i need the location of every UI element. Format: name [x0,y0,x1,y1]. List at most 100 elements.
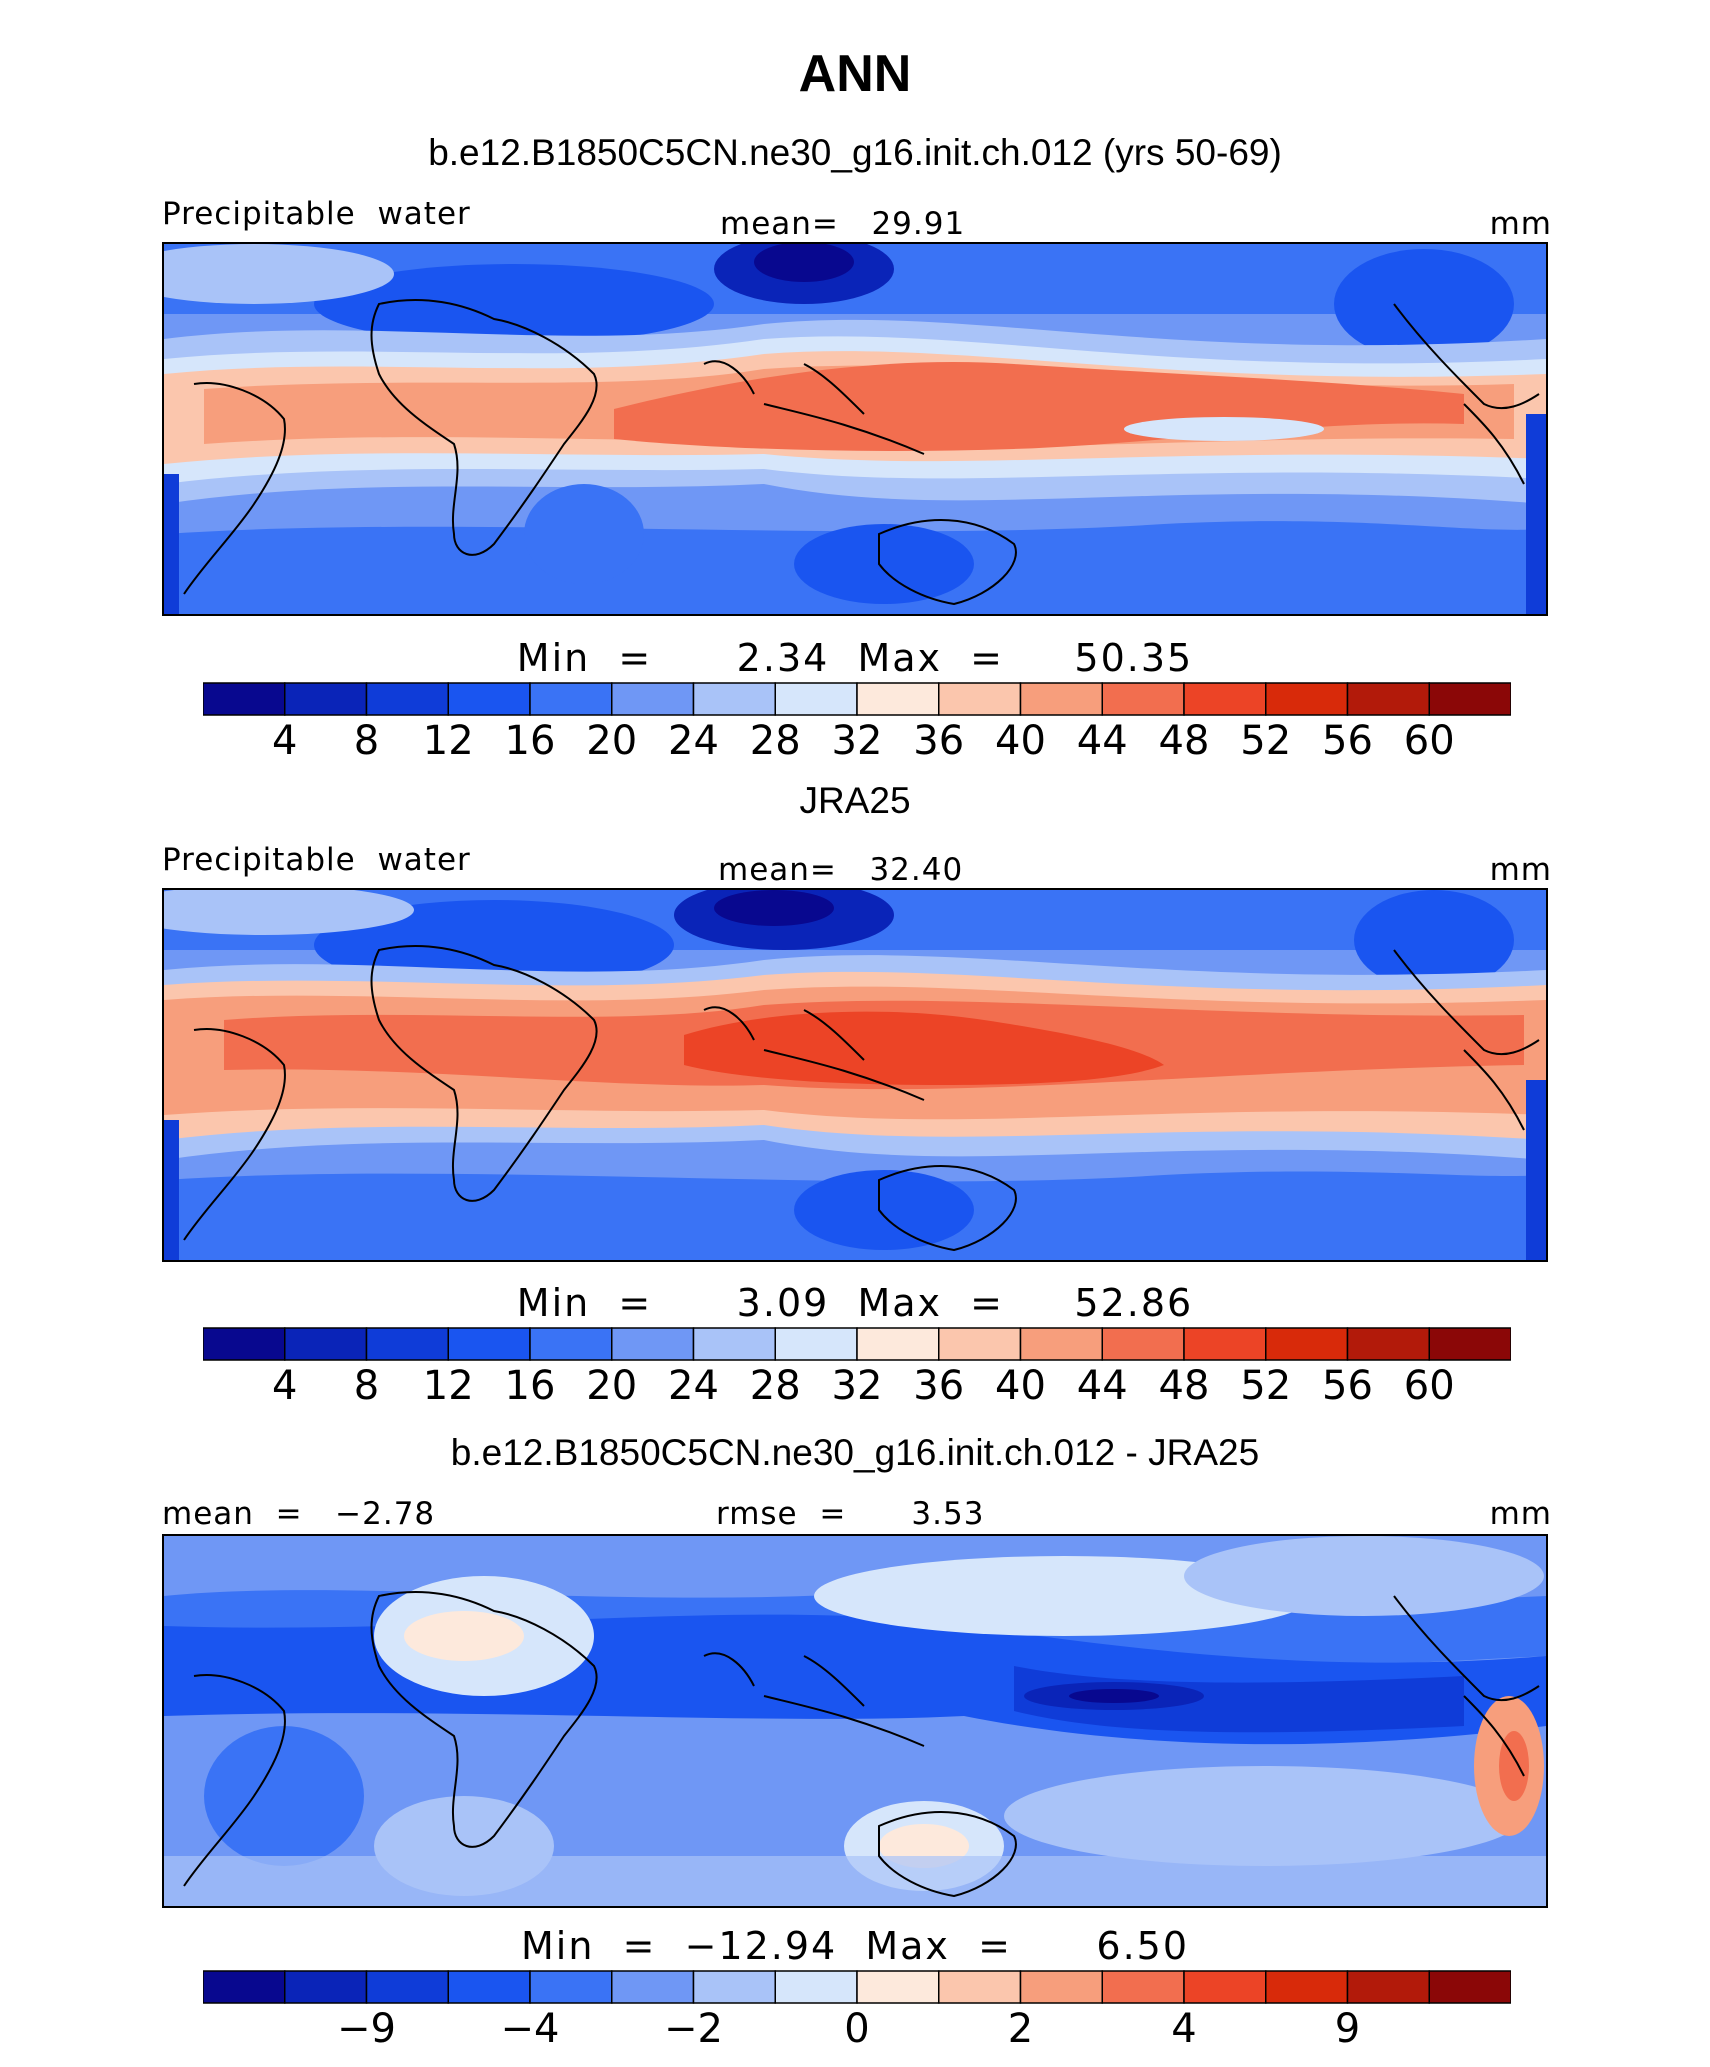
colorbar-tick-label: 28 [749,1363,801,1409]
colorbar-tick-label: 8 [353,1363,380,1409]
panel-1-colorbar-ticks: 4 8 12 16 20 24 28 32 36 40 44 48 52 56 60 [203,718,1511,766]
colorbar-swatch [447,1327,531,1361]
colorbar-tick-label: 52 [1240,718,1292,764]
colorbar-tick-label: 44 [1076,1363,1128,1409]
panel-3-min-max: Min = −12.94 Max = 6.50 [520,1924,1189,1968]
colorbar-swatch [447,682,531,716]
panel-2-variable-label: Precipitable water [162,842,471,878]
colorbar-tick-label: 36 [913,718,965,764]
colorbar-tick-label: 24 [668,718,719,764]
colorbar-swatch [284,682,368,716]
colorbar-tick-label: 8 [353,718,380,764]
panel-2-min-max: Min = 3.09 Max = 52.86 [516,1281,1194,1325]
colorbar-tick-label: 40 [995,1363,1046,1409]
colorbar-tick-label: 40 [995,718,1046,764]
colorbar-tick-label: 60 [1403,718,1455,764]
colorbar-tick-label: 16 [504,718,556,764]
colorbar-tick-label: 36 [913,1363,965,1409]
colorbar-tick-label: −2 [664,2006,723,2052]
colorbar-tick-label: 48 [1158,718,1210,764]
colorbar-swatch [1101,1970,1185,2004]
colorbar-tick-label: 52 [1240,1363,1292,1409]
colorbar-swatch [203,682,286,716]
panel-3-units-label: mm [1489,1496,1552,1532]
colorbar-tick-label: 44 [1076,718,1128,764]
colorbar-tick-label: 48 [1158,1363,1210,1409]
colorbar-swatch [1019,1327,1103,1361]
colorbar-tick-label: 20 [586,1363,638,1409]
colorbar-tick-label: 12 [422,1363,474,1409]
panel-3-mean-label: mean = −2.78 [162,1496,436,1532]
colorbar-swatch [611,1970,695,2004]
colorbar-swatch [938,682,1022,716]
panel-1-mean-label: mean= 29.91 [720,206,966,242]
panel-2-units-label: mm [1489,852,1552,888]
colorbar-swatch [529,1327,613,1361]
panel-3-colorbar [203,1970,1511,2004]
colorbar-tick-label: 28 [749,718,801,764]
colorbar-tick-label: 60 [1403,1363,1455,1409]
colorbar-swatch [692,682,776,716]
colorbar-tick-label: 56 [1322,718,1373,764]
colorbar-tick-label: −4 [500,2006,560,2052]
colorbar-swatch [692,1327,776,1361]
colorbar-swatch [1019,682,1103,716]
colorbar-swatch [938,1327,1022,1361]
colorbar-tick-label: 4 [1171,2006,1197,2052]
colorbar-swatch [447,1970,531,2004]
panel-1-map [162,242,1548,616]
colorbar-swatch [1183,1327,1267,1361]
colorbar-tick-label: 9 [1334,2006,1361,2052]
panel-1-units-label: mm [1489,206,1552,242]
panel-1-title: b.e12.B1850C5CN.ne30_g16.init.ch.012 (yr… [428,132,1282,173]
colorbar-swatch [529,1970,613,2004]
colorbar-tick-label: 56 [1322,1363,1373,1409]
panel-2-colorbar-ticks: 4 8 12 16 20 24 28 32 36 40 44 48 52 56 60 [203,1363,1511,1411]
colorbar-swatch [774,1970,858,2004]
colorbar-swatch [1428,682,1511,716]
colorbar-swatch [856,1327,940,1361]
colorbar-swatch [284,1327,368,1361]
colorbar-swatch [1265,1327,1349,1361]
colorbar-swatch [938,1970,1022,2004]
colorbar-swatch [365,682,449,716]
panel-3-colorbar-ticks: −9 −4 −2 0 2 4 9 [203,2006,1511,2054]
figure-title: ANN [798,45,912,103]
colorbar-swatch [692,1970,776,2004]
panel-3-map [162,1534,1548,1908]
colorbar-swatch [1019,1970,1103,2004]
colorbar-swatch [774,682,858,716]
panel-3-rmse-label: rmse = 3.53 [716,1496,985,1532]
colorbar-swatch [1101,1327,1185,1361]
colorbar-swatch [529,682,613,716]
colorbar-swatch [1183,682,1267,716]
panel-1-min-max: Min = 2.34 Max = 50.35 [516,636,1194,680]
colorbar-tick-label: 0 [844,2006,870,2052]
panel-1-colorbar [203,682,1511,716]
colorbar-swatch [284,1970,368,2004]
colorbar-swatch [1101,682,1185,716]
colorbar-swatch [1183,1970,1267,2004]
panel-2-map [162,888,1548,1262]
colorbar-tick-label: −9 [337,2006,396,2052]
panel-2-title: JRA25 [799,780,911,821]
colorbar-swatch [856,682,940,716]
colorbar-tick-label: 2 [1007,2006,1034,2052]
colorbar-swatch [1428,1970,1511,2004]
panel-3-title: b.e12.B1850C5CN.ne30_g16.init.ch.012 - J… [450,1432,1260,1473]
colorbar-swatch [1428,1327,1511,1361]
colorbar-tick-label: 4 [272,718,298,764]
colorbar-swatch [611,682,695,716]
colorbar-tick-label: 12 [422,718,474,764]
colorbar-tick-label: 32 [831,718,883,764]
colorbar-swatch [774,1327,858,1361]
colorbar-tick-label: 4 [272,1363,298,1409]
colorbar-swatch [856,1970,940,2004]
panel-1-variable-label: Precipitable water [162,196,471,232]
panel-2-colorbar [203,1327,1511,1361]
colorbar-swatch [203,1970,286,2004]
panel-2-mean-label: mean= 32.40 [718,852,964,888]
colorbar-tick-label: 20 [586,718,638,764]
colorbar-swatch [1346,1970,1430,2004]
colorbar-swatch [365,1970,449,2004]
